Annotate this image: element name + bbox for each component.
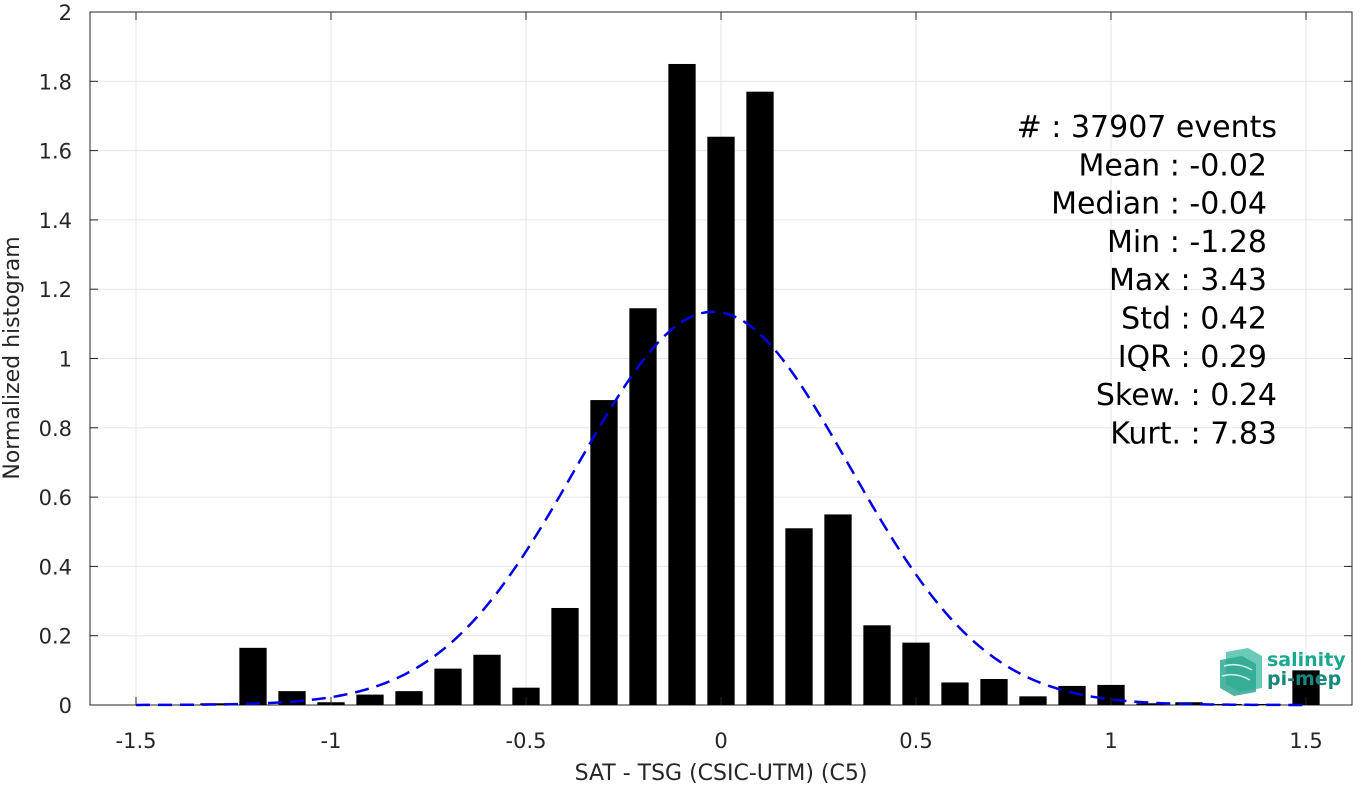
- histogram-bar: [629, 308, 657, 705]
- x-tick-label: 0: [714, 729, 727, 753]
- histogram-bar: [824, 514, 852, 705]
- histogram-bar: [1136, 703, 1164, 705]
- histogram-bar: [941, 682, 969, 705]
- histogram-bars: [200, 63, 1320, 706]
- x-tick-label: -1.5: [116, 729, 157, 753]
- histogram-bar: [434, 668, 462, 705]
- x-axis-ticks: -1.5 -1 -0.5 0 0.5 1 1.5: [116, 12, 1323, 753]
- x-tick-label: 1.5: [1289, 729, 1322, 753]
- histogram-bar: [278, 691, 306, 705]
- x-tick-label: 0.5: [899, 729, 932, 753]
- stats-line: Mean : -0.02: [1078, 148, 1267, 183]
- x-axis-label: SAT - TSG (CSIC-UTM) (C5): [575, 761, 868, 785]
- histogram-bar: [1019, 696, 1047, 705]
- histogram-bar: [239, 647, 267, 705]
- logo-text-pi-mep: pi-mep: [1267, 668, 1341, 690]
- y-tick-label: 2: [59, 1, 72, 25]
- stats-line: Skew. : 0.24: [1096, 378, 1277, 413]
- x-tick-label: 1: [1104, 729, 1117, 753]
- histogram-bar: [668, 63, 696, 706]
- stats-line: Median : -0.04: [1051, 187, 1267, 222]
- histogram-bar: [356, 694, 384, 705]
- x-tick-label: -1: [321, 729, 342, 753]
- y-tick-label: 1.6: [39, 140, 72, 164]
- y-tick-label: 0.8: [39, 417, 72, 441]
- histogram-bar: [590, 400, 618, 705]
- histogram-bar: [746, 91, 774, 705]
- histogram-bar: [512, 687, 540, 705]
- histogram-bar: [1058, 685, 1086, 705]
- histogram-bar: [551, 607, 579, 705]
- histogram-bar: [980, 679, 1008, 705]
- logo-text-salinity: salinity: [1267, 649, 1346, 671]
- histogram-bar: [473, 654, 501, 705]
- histogram-bar: [707, 136, 735, 706]
- salinity-pi-mep-logo: salinity pi-mep: [1220, 648, 1346, 696]
- histogram-bar: [785, 528, 813, 705]
- stats-line: Std : 0.42: [1121, 302, 1267, 337]
- x-tick-label: -0.5: [506, 729, 547, 753]
- y-tick-label: 1.4: [39, 209, 72, 233]
- y-tick-label: 0: [59, 694, 72, 718]
- histogram-bar: [395, 691, 423, 705]
- y-tick-label: 1: [59, 348, 72, 372]
- y-tick-label: 0.6: [39, 486, 72, 510]
- y-tick-label: 1.8: [39, 70, 72, 94]
- stats-line: # : 37907 events: [1017, 110, 1277, 145]
- histogram-bar: [902, 642, 930, 705]
- y-tick-label: 0.4: [39, 555, 72, 579]
- y-tick-label: 1.2: [39, 278, 72, 302]
- logo-mark-icon: [1220, 648, 1262, 696]
- y-axis-ticks: 0 0.2 0.4 0.6 0.8 1 1.2 1.4 1.6 1.8 2: [39, 1, 1352, 718]
- y-tick-label: 0.2: [39, 625, 72, 649]
- stats-line: Kurt. : 7.83: [1110, 416, 1277, 451]
- stats-line: IQR : 0.29: [1118, 340, 1267, 375]
- stats-line: Min : -1.28: [1107, 225, 1267, 260]
- histogram-bar: [863, 625, 891, 705]
- y-axis-label: Normalized histogram: [0, 236, 25, 479]
- stats-line: Max : 3.43: [1109, 263, 1267, 298]
